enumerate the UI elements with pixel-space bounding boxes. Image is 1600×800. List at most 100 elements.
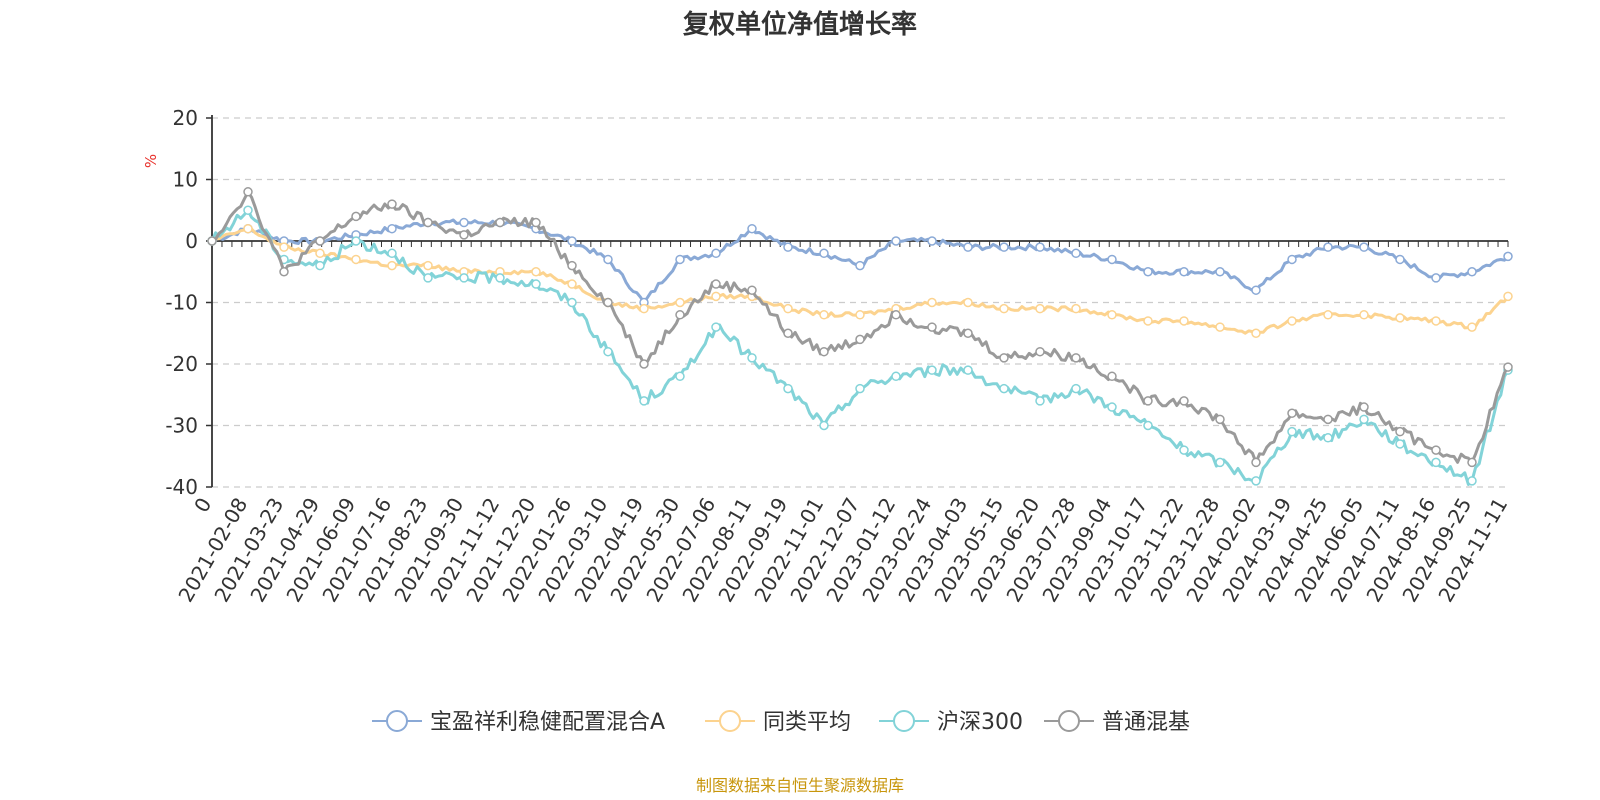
y-tick-label: 20 — [173, 106, 198, 130]
data-point — [495, 217, 505, 228]
data-point — [639, 303, 649, 314]
y-tick-label: -20 — [165, 352, 198, 376]
data-point — [279, 267, 289, 277]
data-point — [1035, 303, 1045, 314]
data-point — [1287, 316, 1297, 326]
data-point — [603, 254, 613, 265]
data-point — [999, 303, 1009, 314]
data-point — [1179, 396, 1189, 406]
data-point — [855, 310, 865, 320]
data-point — [423, 217, 433, 228]
data-point — [819, 420, 829, 431]
data-point — [1143, 316, 1153, 326]
data-point — [819, 346, 829, 357]
data-point — [1071, 248, 1081, 259]
y-tick-label: -40 — [165, 475, 198, 499]
data-point — [1287, 254, 1297, 265]
data-point — [1359, 310, 1369, 320]
y-tick-label: -30 — [165, 414, 198, 438]
data-point — [927, 365, 937, 375]
y-tick-label: 0 — [185, 229, 198, 253]
data-point — [819, 310, 829, 320]
data-point — [711, 322, 721, 332]
data-point — [927, 236, 937, 246]
data-point — [1323, 242, 1333, 252]
data-point — [531, 217, 541, 228]
data-point — [279, 242, 289, 252]
data-point — [315, 248, 325, 259]
data-point — [999, 353, 1009, 363]
legend-label: 普通混基 — [1102, 710, 1190, 735]
data-point — [1035, 242, 1045, 252]
data-point — [675, 254, 685, 265]
data-point — [1503, 291, 1513, 302]
data-point — [1503, 362, 1513, 372]
chart-title: 复权单位净值增长率 — [683, 9, 917, 40]
data-point — [387, 260, 397, 271]
data-point — [999, 383, 1009, 394]
data-point — [459, 217, 469, 228]
legend-marker — [719, 710, 741, 732]
data-point — [567, 260, 577, 271]
data-point — [1395, 439, 1405, 449]
data-point — [1395, 254, 1405, 265]
data-point — [963, 297, 973, 308]
data-point — [855, 260, 865, 271]
legend-marker — [386, 710, 408, 732]
data-point — [387, 223, 397, 234]
data-point — [963, 242, 973, 252]
data-point — [1359, 414, 1369, 425]
data-point — [1251, 285, 1261, 295]
data-point — [567, 236, 577, 246]
data-point — [963, 328, 973, 338]
data-point — [1071, 383, 1081, 394]
data-point — [1215, 457, 1225, 468]
data-point — [1215, 414, 1225, 425]
x-axis-ticks: 02021-02-082021-03-232021-04-292021-06-0… — [173, 241, 1512, 606]
data-point — [1323, 433, 1333, 443]
data-point — [315, 236, 325, 246]
legend: 宝盈祥利稳健配置混合A 同类平均 沪深300 普通混基 — [372, 710, 1190, 735]
data-point — [783, 328, 793, 338]
data-point — [1035, 396, 1045, 406]
y-axis-unit-label: % — [142, 154, 160, 168]
data-point — [1467, 267, 1477, 277]
source-note: 制图数据来自恒生聚源数据库 — [696, 776, 904, 795]
data-point — [1395, 426, 1405, 437]
data-point — [783, 303, 793, 314]
data-point — [1035, 346, 1045, 357]
data-point — [711, 291, 721, 302]
data-point — [387, 199, 397, 209]
data-point — [675, 297, 685, 308]
data-point — [1107, 310, 1117, 320]
data-point — [531, 279, 541, 289]
x-tick-label: 0 — [189, 494, 216, 517]
data-point — [1179, 316, 1189, 326]
data-point — [1323, 414, 1333, 425]
data-point — [423, 260, 433, 271]
data-point — [243, 187, 253, 197]
data-point — [351, 211, 361, 222]
data-point — [459, 273, 469, 283]
data-point — [1467, 457, 1477, 468]
data-point — [1395, 313, 1405, 323]
data-point — [603, 346, 613, 357]
data-point — [1503, 251, 1513, 262]
data-point — [855, 334, 865, 345]
data-point — [1143, 396, 1153, 406]
y-tick-label: 10 — [173, 168, 198, 192]
data-point — [495, 273, 505, 283]
data-point — [1251, 476, 1261, 486]
data-point — [1107, 254, 1117, 265]
data-point — [963, 365, 973, 375]
data-point — [1431, 316, 1441, 326]
data-point — [567, 297, 577, 308]
data-point — [639, 396, 649, 406]
data-point — [1107, 371, 1117, 382]
data-point — [1359, 242, 1369, 252]
data-point — [351, 236, 361, 246]
data-point — [999, 242, 1009, 252]
data-point — [1215, 267, 1225, 277]
data-point — [459, 230, 469, 240]
data-point — [243, 205, 253, 215]
